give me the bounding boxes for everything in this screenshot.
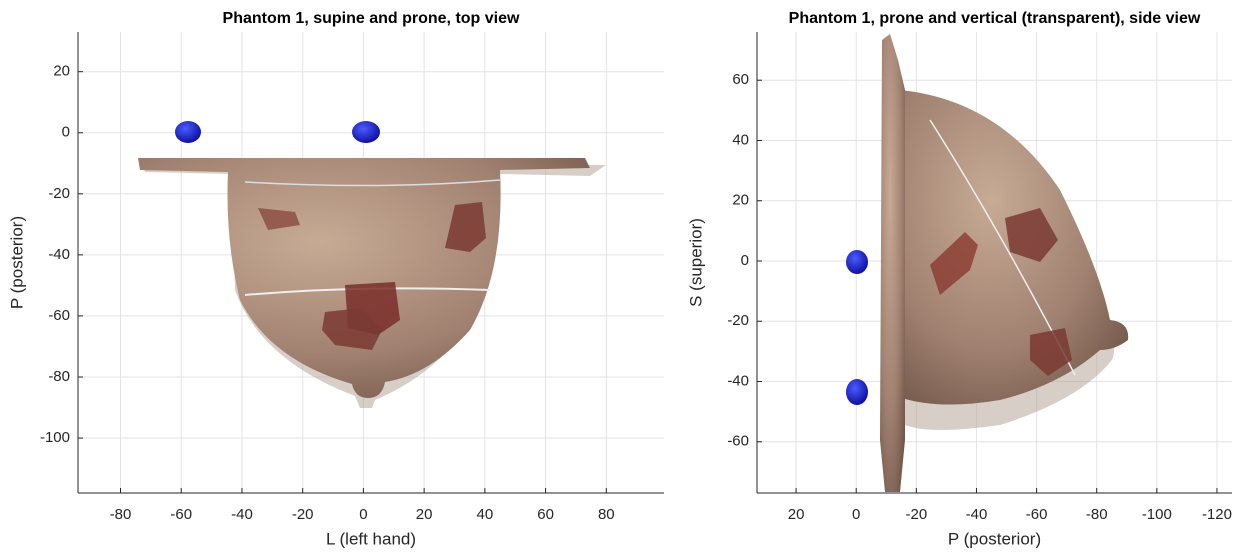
y-tick-label: -20 [727, 312, 749, 329]
phantom-top-view [138, 121, 606, 408]
x-tick-label: 0 [359, 506, 367, 523]
x-axis-label: L (left hand) [326, 529, 416, 548]
x-tick-label: 80 [598, 506, 615, 523]
x-tick-label: -80 [110, 506, 132, 523]
y-tick-label: 0 [741, 252, 749, 269]
y-axis-label: S (superior) [686, 218, 705, 307]
x-tick-label: 20 [416, 506, 433, 523]
x-tick-label: -120 [1202, 506, 1232, 523]
x-tick-label: -40 [966, 506, 988, 523]
y-tick-label: -40 [727, 372, 749, 389]
x-axis-label: P (posterior) [948, 529, 1041, 548]
x-tick-label: -20 [905, 506, 927, 523]
x-tick-label: 0 [852, 506, 860, 523]
y-tick-label: 0 [62, 124, 70, 141]
y-tick-label: 60 [732, 71, 749, 88]
y-tick-label: -20 [48, 185, 70, 202]
chart-title: Phantom 1, supine and prone, top view [223, 10, 520, 27]
x-tick-label: -20 [292, 506, 314, 523]
y-tick-label: -100 [40, 429, 70, 446]
y-tick-label: -60 [727, 433, 749, 450]
phantom-side-view [846, 34, 1128, 492]
y-tick-label: -40 [48, 246, 70, 263]
x-tick-label: -60 [170, 506, 192, 523]
x-tick-label: -40 [231, 506, 253, 523]
y-tick-label: -80 [48, 368, 70, 385]
y-tick-label: -60 [48, 307, 70, 324]
figure: -80 -60 -40 -20 0 20 40 60 80 -100 -80 -60 -40 -20 0 20… [0, 0, 1248, 552]
y-tick-label: 40 [732, 131, 749, 148]
x-tick-label: -100 [1142, 506, 1172, 523]
x-tick-label: -60 [1026, 506, 1048, 523]
x-tick-label: 20 [788, 506, 805, 523]
y-tick-label: 20 [53, 63, 70, 80]
x-tick-label: 40 [477, 506, 494, 523]
x-tick-label: -80 [1086, 506, 1108, 523]
y-tick-label: 20 [732, 192, 749, 209]
y-axis-label: P (posterior) [7, 216, 26, 309]
x-tick-label: 60 [537, 506, 554, 523]
chart-title: Phantom 1, prone and vertical (transpare… [789, 10, 1201, 27]
